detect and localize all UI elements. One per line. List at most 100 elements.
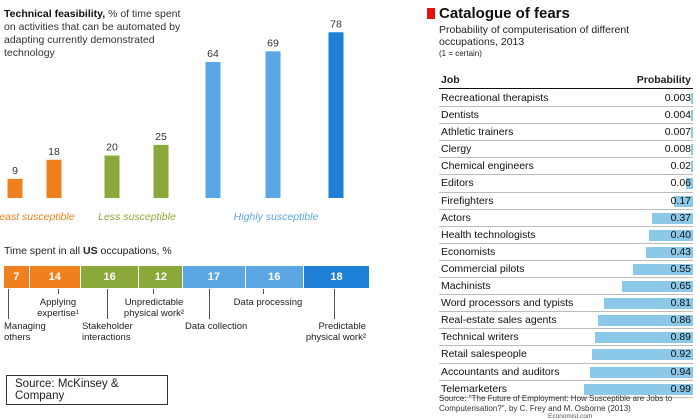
probability-value: 0.008 bbox=[664, 143, 691, 156]
feasibility-bar bbox=[7, 178, 23, 198]
table-row: Recreational therapists 0.003 bbox=[439, 90, 693, 108]
job-name: Recreational therapists bbox=[441, 92, 549, 104]
probability-value: 0.02 bbox=[670, 160, 691, 173]
job-name: Technical writers bbox=[441, 331, 519, 344]
tick-stakeholder bbox=[107, 289, 108, 319]
job-name: Athletic trainers bbox=[441, 126, 514, 139]
probability-bar bbox=[691, 93, 693, 104]
economist-red-tag bbox=[427, 8, 435, 19]
feasibility-bar bbox=[328, 32, 344, 198]
job-name: Real-estate sales agents bbox=[441, 314, 557, 327]
job-name: Actors bbox=[441, 211, 471, 224]
feasibility-value-label: 25 bbox=[155, 131, 167, 143]
table-row: Telemarketers 0.99 bbox=[439, 381, 693, 398]
table-row: Dentists 0.004 bbox=[439, 107, 693, 125]
probability-bar bbox=[621, 281, 693, 293]
probability-value: 0.92 bbox=[670, 348, 691, 361]
job-name: Word processors and typists bbox=[441, 297, 574, 310]
probability-value: 0.003 bbox=[664, 92, 691, 104]
probability-value: 0.06 bbox=[670, 177, 691, 190]
label-managing-others: Managing others bbox=[4, 321, 46, 343]
label-unpredictable-physical-work: Unpredictable physical work² bbox=[123, 297, 185, 319]
probability-bar bbox=[595, 332, 693, 344]
label-applying-expertise: Applying expertise¹ bbox=[37, 297, 79, 319]
tick-unpredictable bbox=[153, 289, 154, 294]
table-subtitle: Probability of computerisation of differ… bbox=[439, 24, 630, 48]
probability-value: 0.55 bbox=[670, 262, 691, 275]
table-row: Machinists 0.65 bbox=[439, 278, 693, 296]
probability-value: 0.004 bbox=[664, 109, 691, 122]
table-row: Health technologists 0.40 bbox=[439, 227, 693, 244]
column-job: Job bbox=[441, 74, 460, 86]
table-scale-note: (1 = certain) bbox=[439, 49, 482, 58]
feasibility-value-label: 20 bbox=[106, 142, 118, 154]
table-row: Economists 0.43 bbox=[439, 244, 693, 261]
probability-table: Recreational therapists 0.003 Dentists 0.00… bbox=[439, 90, 693, 398]
economist-panel: Catalogue of fears Probability of comput… bbox=[423, 0, 700, 420]
susceptibility-group-label: Less susceptible bbox=[98, 211, 176, 223]
job-name: Accountants and auditors bbox=[441, 365, 560, 378]
table-row: Firefighters 0.17 bbox=[439, 193, 693, 210]
time-segment: 12 bbox=[139, 266, 184, 288]
probability-value: 0.89 bbox=[670, 331, 691, 344]
feasibility-chart-title: Technical feasibility, % of time spent o… bbox=[4, 8, 181, 59]
probability-bar bbox=[603, 298, 693, 310]
table-row: Technical writers 0.89 bbox=[439, 329, 693, 347]
probability-value: 0.40 bbox=[670, 228, 691, 241]
job-name: Telemarketers bbox=[441, 382, 507, 395]
label-predictable-physical-work: Predictable physical work² bbox=[305, 321, 366, 343]
feasibility-bar bbox=[46, 159, 62, 198]
job-name: Firefighters bbox=[441, 194, 494, 207]
table-row: Commercial pilots 0.55 bbox=[439, 261, 693, 279]
job-name: Editors bbox=[441, 177, 474, 190]
label-data-collection: Data collection bbox=[185, 321, 248, 332]
feasibility-bar bbox=[104, 155, 120, 198]
tick-applying bbox=[58, 289, 59, 294]
table-row: Clergy 0.008 bbox=[439, 141, 693, 159]
table-row: Chemical engineers 0.02 bbox=[439, 158, 693, 176]
table-source: Source: "The Future of Employment: How S… bbox=[439, 394, 673, 413]
tick-managing bbox=[8, 289, 9, 319]
probability-bar bbox=[598, 315, 693, 327]
probability-bar bbox=[591, 349, 693, 361]
tick-predictable bbox=[334, 289, 335, 319]
table-row: Retail salespeople 0.92 bbox=[439, 346, 693, 364]
job-name: Economists bbox=[441, 245, 496, 258]
time-spent-stacked-bar: 7 14 16 12 17 16 18 bbox=[4, 266, 370, 288]
probability-value: 0.65 bbox=[670, 280, 691, 293]
probability-bar bbox=[686, 178, 693, 190]
mckinsey-panel: 9 18 20 25 64 69 78 Least susceptible Less susce… bbox=[0, 8, 370, 405]
column-probability: Probability bbox=[636, 74, 691, 86]
probability-bar bbox=[674, 195, 693, 207]
probability-bar bbox=[584, 383, 693, 395]
probability-value: 0.81 bbox=[670, 297, 691, 310]
time-segment: 16 bbox=[80, 266, 140, 288]
source-box: Source: McKinsey & Company bbox=[6, 375, 168, 405]
time-segment: 7 bbox=[4, 266, 30, 288]
job-name: Machinists bbox=[441, 280, 491, 293]
probability-bar bbox=[645, 246, 693, 258]
table-row: Editors 0.06 bbox=[439, 175, 693, 193]
feasibility-bar-chart: 9 18 20 25 64 69 78 Least susceptible Less susce… bbox=[0, 18, 344, 223]
probability-bar bbox=[649, 229, 693, 241]
feasibility-bar bbox=[265, 51, 281, 198]
tick-collection bbox=[209, 289, 210, 319]
time-segment: 16 bbox=[245, 266, 305, 288]
time-segment: 14 bbox=[29, 266, 81, 288]
job-name: Commercial pilots bbox=[441, 262, 525, 275]
job-name: Chemical engineers bbox=[441, 160, 534, 173]
table-row: Athletic trainers 0.007 bbox=[439, 124, 693, 142]
job-name: Retail salespeople bbox=[441, 348, 527, 361]
label-stakeholder-interactions: Stakeholder interactions bbox=[82, 321, 133, 343]
table-row: Word processors and typists 0.81 bbox=[439, 295, 693, 313]
table-row: Actors 0.37 bbox=[439, 210, 693, 227]
probability-value: 0.99 bbox=[670, 382, 691, 395]
probability-bar bbox=[691, 127, 693, 139]
economist-footer: Economist.com bbox=[548, 413, 593, 420]
probability-value: 0.43 bbox=[670, 245, 691, 258]
feasibility-bar bbox=[153, 144, 169, 198]
table-header: Job Probability bbox=[439, 72, 693, 89]
table-row: Real-estate sales agents 0.86 bbox=[439, 312, 693, 330]
probability-bar bbox=[652, 212, 693, 224]
time-segment: 18 bbox=[304, 266, 370, 288]
